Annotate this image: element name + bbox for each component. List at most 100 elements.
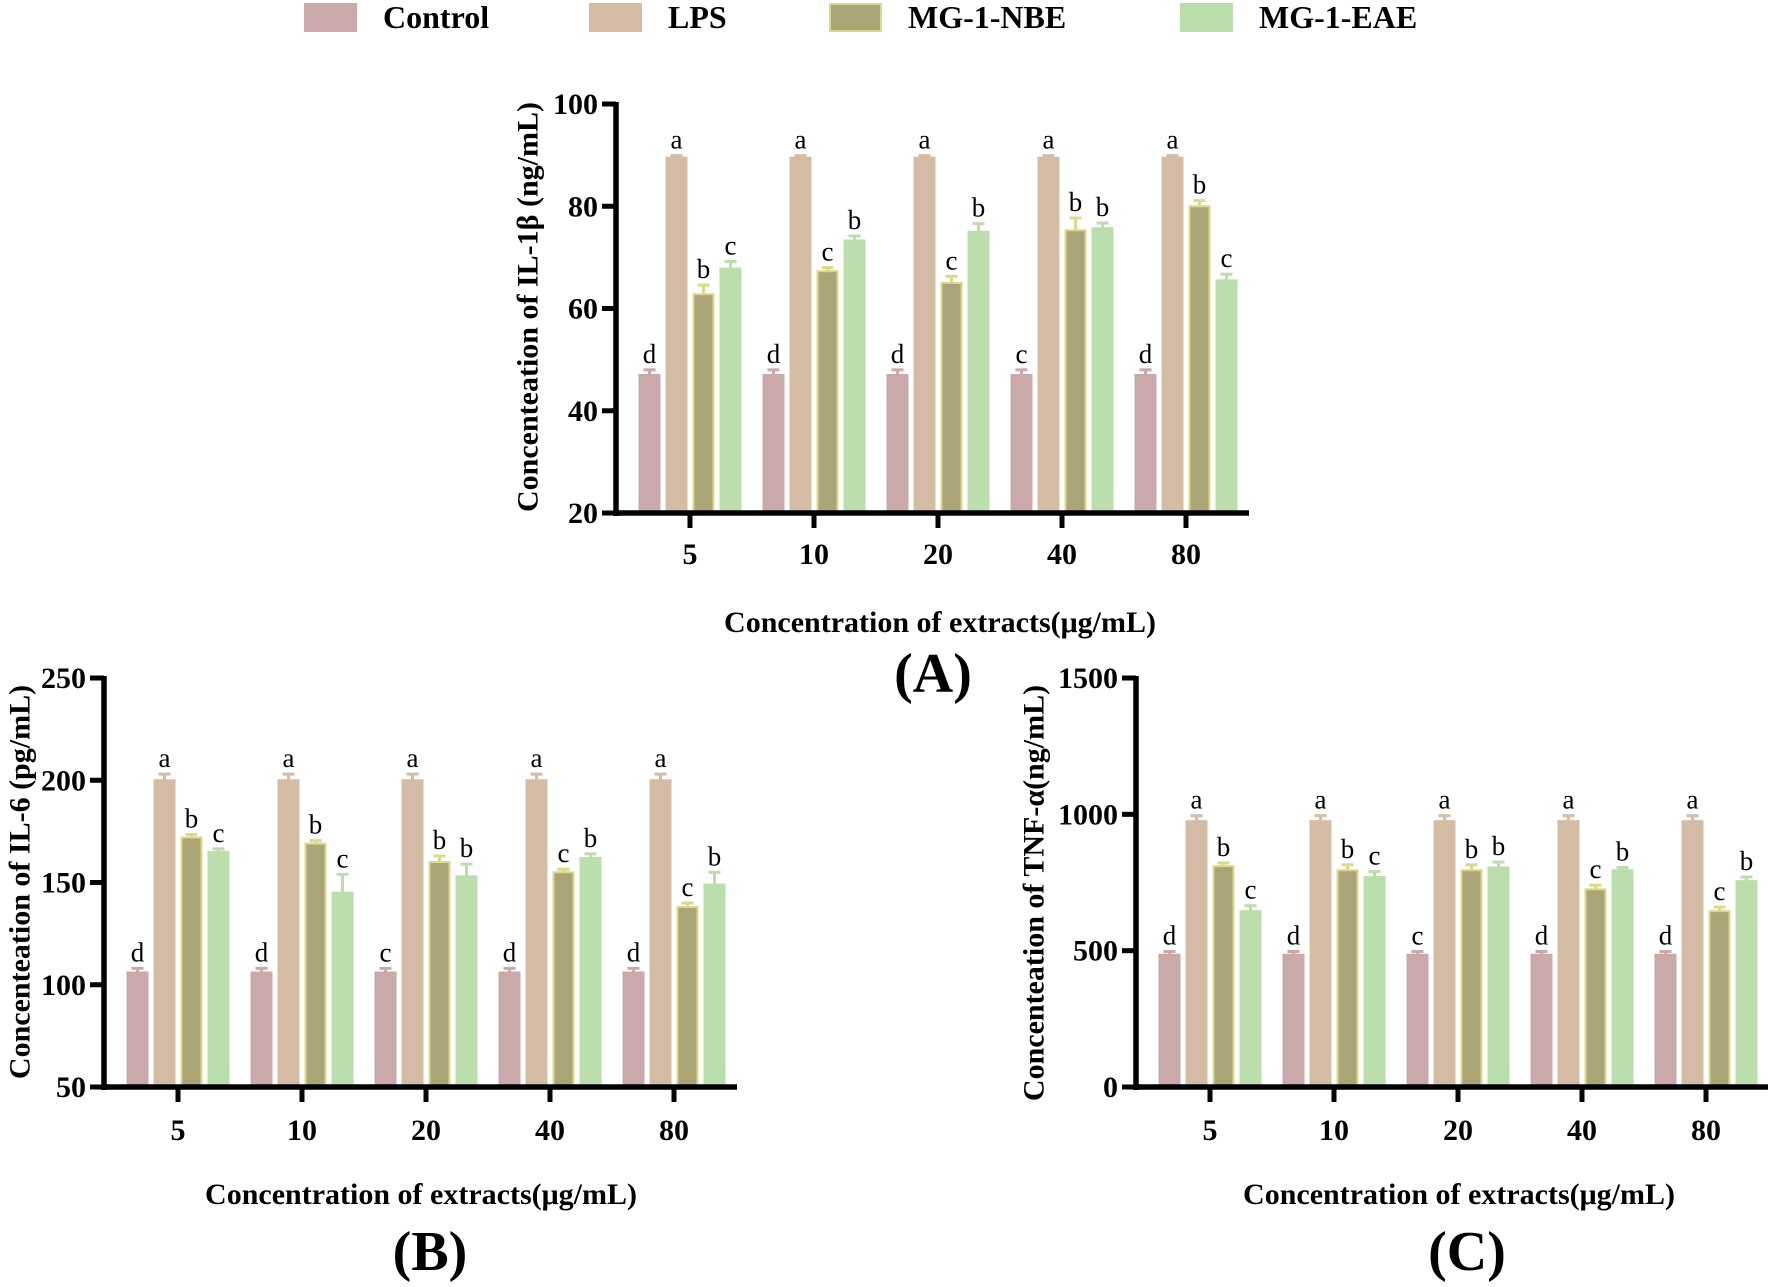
bar-lps-40 [1557,820,1580,1089]
significance-letter: c [1221,243,1233,273]
significance-letter: a [919,125,931,155]
bar-mg-1-eae-5 [207,850,230,1089]
significance-letter: a [1167,125,1179,155]
significance-letter: c [337,843,349,873]
bar-control-5 [638,373,661,514]
y-tick-label: 500 [1073,935,1118,968]
significance-letter: a [1315,785,1327,815]
bar-mg-1-eae-20 [455,875,478,1088]
bar-control-80 [622,971,645,1088]
significance-letter: b [1740,846,1754,876]
bar-mg-1-nbe-10 [1336,869,1359,1088]
bar-lps-80 [649,779,672,1088]
x-tick-label: 80 [1691,1114,1721,1147]
bar-lps-80 [1161,156,1184,514]
significance-letter: c [822,237,834,267]
significance-letter: b [1096,192,1110,222]
y-tick-label: 250 [41,662,86,695]
significance-letter: a [1687,785,1699,815]
bar-mg-1-eae-10 [331,891,354,1088]
legend-label: LPS [668,0,727,35]
bar-mg-1-nbe-80 [1188,205,1211,514]
legend-swatch [304,3,357,32]
x-tick-label: 40 [1567,1114,1597,1147]
x-tick-label: 5 [171,1114,186,1147]
bar-mg-1-eae-40 [579,856,602,1089]
significance-letter: a [407,743,419,773]
bar-control-10 [250,971,273,1088]
y-tick-label: 0 [1103,1071,1118,1104]
bar-mg-1-eae-5 [719,267,742,514]
x-tick-label: 10 [287,1114,317,1147]
y-axis-title: Concenteation of IL-6 (pg/mL) [4,685,37,1079]
bar-mg-1-eae-40 [1091,227,1114,514]
significance-letter: c [1016,339,1028,369]
bar-control-40 [1010,373,1033,514]
significance-letter: b [1069,187,1083,217]
bar-mg-1-eae-80 [1735,880,1758,1088]
bar-mg-1-nbe-10 [816,270,839,514]
x-tick-label: 40 [1047,538,1077,571]
bar-mg-1-nbe-80 [676,906,699,1088]
x-axis-title: Concentration of extracts(μg/mL) [724,606,1156,639]
y-tick-label: 100 [41,969,86,1002]
significance-letter: a [655,743,667,773]
significance-letter: b [433,825,447,855]
significance-letter: c [1245,875,1257,905]
significance-letter: b [1341,834,1355,864]
bar-mg-1-nbe-40 [1584,888,1607,1088]
significance-letter: d [1659,920,1673,950]
bar-lps-5 [1185,820,1208,1089]
significance-letter: b [1492,831,1506,861]
y-axis-title: Concenteation of TNF-α(ng/mL) [1018,685,1051,1101]
x-axis-title: Concentration of extracts(μg/mL) [205,1178,637,1211]
significance-letter: b [1193,170,1207,200]
bar-control-40 [498,971,521,1088]
bar-mg-1-eae-5 [1239,910,1262,1088]
x-tick-label: 10 [1319,1114,1349,1147]
bar-control-5 [126,971,149,1088]
significance-letter: c [682,872,694,902]
significance-letter: d [627,937,641,967]
significance-letter: b [697,254,711,284]
panel-label: (C) [1428,1221,1506,1283]
significance-letter: a [1043,125,1055,155]
bar-control-40 [1530,953,1553,1088]
bar-mg-1-eae-20 [967,230,990,514]
x-tick-label: 10 [799,538,829,571]
bar-lps-40 [1037,156,1060,514]
legend-item-mg-1-nbe: MG-1-NBE [829,0,1066,35]
significance-letter: a [531,743,543,773]
legend-item-mg-1-eae: MG-1-EAE [1180,0,1417,35]
bar-mg-1-nbe-5 [692,293,715,514]
significance-letter: c [946,245,958,275]
panel-label: (B) [393,1221,468,1283]
legend-label: Control [383,0,489,35]
significance-letter: a [159,743,171,773]
x-axis-title: Concentration of extracts(μg/mL) [1243,1178,1675,1211]
x-tick-label: 20 [411,1114,441,1147]
y-tick-label: 100 [553,88,598,121]
bar-mg-1-eae-10 [1363,876,1386,1089]
significance-letter: c [1369,841,1381,871]
bar-lps-20 [1433,820,1456,1089]
y-tick-label: 50 [56,1071,86,1104]
significance-letter: c [1590,854,1602,884]
significance-letter: b [1616,837,1630,867]
bar-mg-1-eae-80 [1215,279,1238,514]
significance-letter: c [725,230,737,260]
significance-letter: b [185,803,199,833]
significance-letter: d [767,339,781,369]
bar-lps-80 [1681,820,1704,1089]
bar-mg-1-eae-40 [1611,869,1634,1088]
bar-mg-1-nbe-10 [304,842,327,1089]
y-tick-label: 150 [41,867,86,900]
significance-letter: d [1139,339,1153,369]
x-tick-label: 20 [1443,1114,1473,1147]
significance-letter: d [255,937,269,967]
y-tick-label: 60 [568,293,598,326]
significance-letter: c [1412,920,1424,950]
